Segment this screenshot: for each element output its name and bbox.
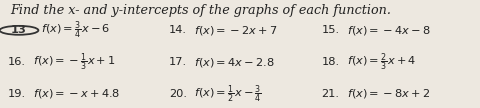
Text: 21.: 21.	[321, 89, 339, 99]
Text: $f(x) = -x + 4.8$: $f(x) = -x + 4.8$	[33, 87, 120, 100]
Text: 15.: 15.	[321, 25, 339, 35]
Text: $f(x) = \frac{3}{4}x - 6$: $f(x) = \frac{3}{4}x - 6$	[41, 20, 110, 41]
Text: $f(x) = -4x - 8$: $f(x) = -4x - 8$	[347, 24, 431, 37]
Text: $f(x) = \frac{1}{2}x - \frac{3}{4}$: $f(x) = \frac{1}{2}x - \frac{3}{4}$	[194, 83, 262, 105]
Text: Find the x- and y-intercepts of the graphs of each function.: Find the x- and y-intercepts of the grap…	[10, 4, 391, 17]
Text: 20.: 20.	[169, 89, 187, 99]
Text: 14.: 14.	[169, 25, 187, 35]
Text: $f(x) = 4x - 2.8$: $f(x) = 4x - 2.8$	[194, 56, 275, 69]
Text: $f(x) = -2x + 7$: $f(x) = -2x + 7$	[194, 24, 278, 37]
Text: 19.: 19.	[8, 89, 25, 99]
Text: 18.: 18.	[321, 57, 339, 67]
Text: $f(x) = -8x + 2$: $f(x) = -8x + 2$	[347, 87, 430, 100]
Text: $f(x) = \frac{2}{3}x + 4$: $f(x) = \frac{2}{3}x + 4$	[347, 51, 416, 73]
Text: $f(x) = -\frac{1}{3}x + 1$: $f(x) = -\frac{1}{3}x + 1$	[33, 51, 116, 73]
Text: 17.: 17.	[169, 57, 187, 67]
Text: 16.: 16.	[8, 57, 25, 67]
Text: 13: 13	[11, 25, 27, 35]
